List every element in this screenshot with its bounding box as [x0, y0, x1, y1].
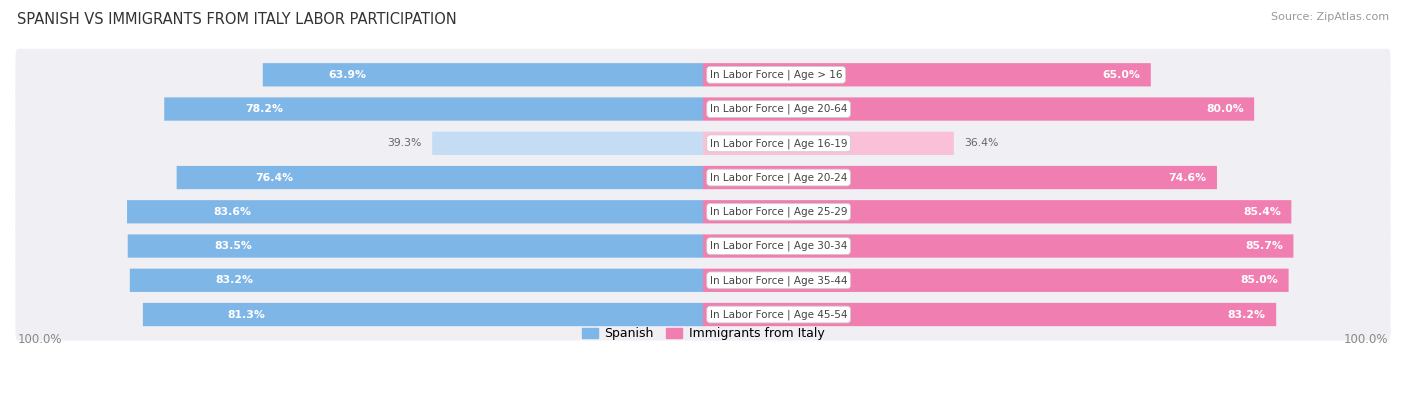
Text: 85.7%: 85.7% — [1246, 241, 1284, 251]
Text: In Labor Force | Age > 16: In Labor Force | Age > 16 — [710, 70, 842, 80]
FancyBboxPatch shape — [127, 200, 703, 224]
Text: 74.6%: 74.6% — [1168, 173, 1206, 182]
Legend: Spanish, Immigrants from Italy: Spanish, Immigrants from Italy — [582, 327, 824, 340]
FancyBboxPatch shape — [165, 98, 703, 121]
FancyBboxPatch shape — [143, 303, 703, 326]
Text: In Labor Force | Age 16-19: In Labor Force | Age 16-19 — [710, 138, 848, 149]
FancyBboxPatch shape — [703, 63, 1152, 87]
Text: 63.9%: 63.9% — [329, 70, 367, 80]
FancyBboxPatch shape — [129, 269, 703, 292]
FancyBboxPatch shape — [15, 152, 1391, 203]
Text: 100.0%: 100.0% — [17, 333, 62, 346]
Text: 85.4%: 85.4% — [1243, 207, 1281, 217]
Text: 85.0%: 85.0% — [1240, 275, 1278, 285]
FancyBboxPatch shape — [15, 49, 1391, 101]
FancyBboxPatch shape — [177, 166, 703, 189]
Text: 78.2%: 78.2% — [245, 104, 283, 114]
Text: Source: ZipAtlas.com: Source: ZipAtlas.com — [1271, 12, 1389, 22]
Text: 76.4%: 76.4% — [256, 173, 294, 182]
FancyBboxPatch shape — [703, 234, 1294, 258]
FancyBboxPatch shape — [703, 166, 1218, 189]
FancyBboxPatch shape — [432, 132, 703, 155]
Text: 81.3%: 81.3% — [226, 310, 264, 320]
Text: SPANISH VS IMMIGRANTS FROM ITALY LABOR PARTICIPATION: SPANISH VS IMMIGRANTS FROM ITALY LABOR P… — [17, 12, 457, 27]
FancyBboxPatch shape — [703, 200, 1291, 224]
Text: 100.0%: 100.0% — [1344, 333, 1389, 346]
FancyBboxPatch shape — [128, 234, 703, 258]
Text: In Labor Force | Age 25-29: In Labor Force | Age 25-29 — [710, 207, 848, 217]
FancyBboxPatch shape — [263, 63, 703, 87]
FancyBboxPatch shape — [703, 269, 1289, 292]
Text: 36.4%: 36.4% — [965, 138, 998, 148]
FancyBboxPatch shape — [15, 117, 1391, 169]
Text: 83.5%: 83.5% — [214, 241, 252, 251]
Text: 65.0%: 65.0% — [1102, 70, 1140, 80]
FancyBboxPatch shape — [703, 303, 1277, 326]
Text: 83.6%: 83.6% — [214, 207, 252, 217]
FancyBboxPatch shape — [15, 288, 1391, 340]
FancyBboxPatch shape — [703, 132, 953, 155]
FancyBboxPatch shape — [15, 83, 1391, 135]
Text: In Labor Force | Age 20-24: In Labor Force | Age 20-24 — [710, 172, 848, 183]
Text: 83.2%: 83.2% — [215, 275, 253, 285]
FancyBboxPatch shape — [15, 186, 1391, 238]
Text: 83.2%: 83.2% — [1227, 310, 1265, 320]
Text: 80.0%: 80.0% — [1206, 104, 1244, 114]
FancyBboxPatch shape — [15, 254, 1391, 306]
Text: In Labor Force | Age 30-34: In Labor Force | Age 30-34 — [710, 241, 848, 251]
Text: In Labor Force | Age 20-64: In Labor Force | Age 20-64 — [710, 104, 848, 114]
Text: 39.3%: 39.3% — [388, 138, 422, 148]
FancyBboxPatch shape — [15, 220, 1391, 272]
Text: In Labor Force | Age 45-54: In Labor Force | Age 45-54 — [710, 309, 848, 320]
FancyBboxPatch shape — [703, 98, 1254, 121]
Text: In Labor Force | Age 35-44: In Labor Force | Age 35-44 — [710, 275, 848, 286]
